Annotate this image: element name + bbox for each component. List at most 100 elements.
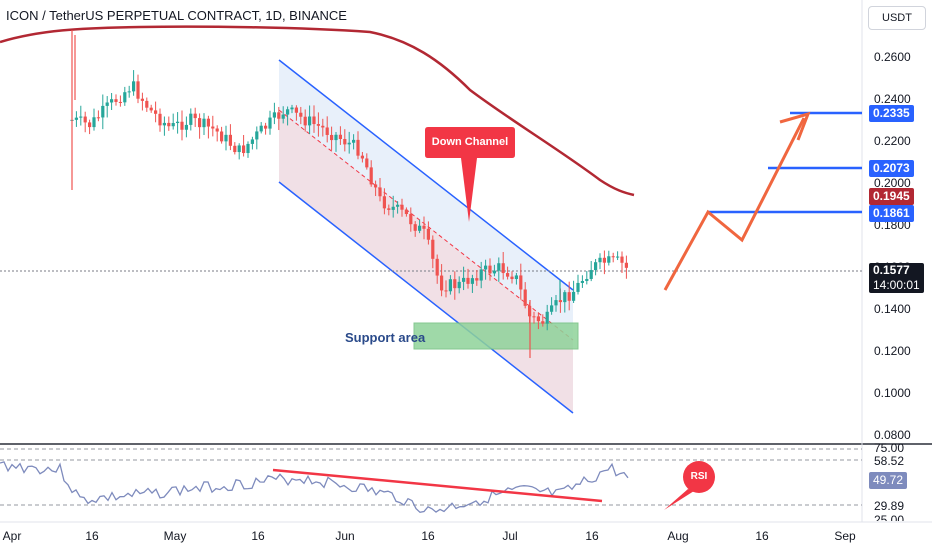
rsi-tick-25: 25.00 (874, 513, 905, 521)
moving-average-line[interactable] (0, 25, 635, 197)
rsi-current-tag: 49.72 (869, 472, 908, 489)
candle-body (501, 263, 505, 274)
candle-body (92, 117, 96, 128)
time-tick-label: 16 (251, 529, 265, 543)
price-tick-label: 0.1200 (874, 344, 911, 358)
price-tick-label: 0.2200 (874, 134, 911, 148)
candle-body (136, 81, 140, 99)
support-area-box[interactable] (413, 322, 579, 350)
candle-body (189, 113, 193, 125)
time-tick-label: Jul (502, 529, 518, 543)
candle-body (255, 131, 259, 140)
rsi-callout-tail (664, 489, 694, 510)
rsi-tick-58: 58.52 (874, 454, 905, 468)
candle-body (286, 109, 290, 115)
candle-body (413, 224, 417, 231)
candle-body (563, 292, 567, 303)
time-tick-label: 16 (85, 529, 99, 543)
candle-body (585, 278, 589, 281)
candle-body (510, 276, 514, 280)
candle-body (484, 265, 488, 270)
candle-body (448, 279, 452, 292)
candle-body (497, 263, 501, 271)
candle-body (171, 123, 175, 127)
candle-body (387, 208, 391, 210)
current-price-value: 0.1577 (873, 263, 910, 277)
ma-price-tag: 0.1945 (869, 188, 914, 205)
candle-body (114, 99, 118, 102)
candle-body (110, 99, 114, 103)
channel-lower-line[interactable] (278, 181, 574, 414)
time-tick-label: Apr (2, 529, 22, 543)
candle-body (369, 167, 373, 185)
forecast-arrow-path[interactable] (663, 117, 806, 291)
candle-body (145, 100, 149, 108)
candle-body (193, 113, 197, 119)
candle-body (211, 126, 215, 129)
candle-body (127, 91, 131, 93)
candle-body (272, 112, 276, 118)
candle-body (466, 277, 470, 284)
forecast-arrow-head (779, 111, 811, 141)
candle-body (462, 277, 466, 282)
channel-upper-line[interactable] (278, 59, 574, 291)
candle-body (532, 316, 536, 318)
candle-body (598, 257, 602, 263)
candle-body (374, 184, 378, 188)
candle-body (453, 279, 457, 289)
candle-body (118, 101, 122, 103)
candle-body (74, 117, 78, 120)
candle-body (149, 107, 153, 111)
candle-body (154, 110, 158, 114)
candle-body (572, 291, 576, 301)
rsi-callout-bubble[interactable] (683, 461, 715, 493)
candle-body (224, 134, 228, 142)
rsi-line[interactable] (0, 461, 629, 514)
chart-title: ICON / TetherUS PERPETUAL CONTRACT, 1D, … (6, 8, 347, 23)
candle-body (523, 289, 527, 306)
candle-body (624, 262, 628, 268)
candle-body (488, 265, 492, 274)
target-3-price-tag: 0.2335 (869, 105, 914, 122)
time-tick-label: May (163, 529, 187, 543)
candle-body (576, 282, 580, 292)
candle-body (167, 122, 171, 127)
candle-body (620, 256, 624, 263)
candle-body (391, 206, 395, 210)
candle-body (88, 122, 92, 128)
candle-body (541, 321, 545, 324)
candle-body (264, 125, 268, 129)
candle-body (409, 214, 413, 225)
target-1-price-tag: 0.1861 (869, 205, 914, 222)
candle-body (360, 155, 364, 159)
candle-body (580, 280, 584, 283)
down-channel-callout[interactable] (425, 127, 515, 222)
candle-body (316, 124, 320, 126)
candle-body (554, 300, 558, 306)
rsi-divergence-line[interactable] (272, 468, 603, 503)
candle-body (435, 258, 439, 276)
candle-body (303, 116, 307, 126)
candlestick-series[interactable] (70, 30, 628, 358)
candle-body (602, 257, 606, 263)
candle-body (431, 239, 435, 259)
candle-body (470, 278, 474, 284)
candle-body (352, 139, 356, 143)
candle-body (206, 118, 210, 127)
candle-body (607, 256, 611, 263)
time-tick-label: 16 (755, 529, 769, 543)
price-tick-label: 0.0800 (874, 428, 911, 442)
currency-selector[interactable]: USDT (868, 6, 926, 30)
candle-body (492, 270, 496, 274)
time-tick-label: Jun (335, 529, 355, 543)
candle-body (176, 121, 180, 124)
candle-body (616, 256, 620, 258)
price-tick-label: 0.2400 (874, 92, 911, 106)
support-area-label: Support area (345, 330, 426, 345)
candle-body (202, 118, 206, 128)
countdown-timer: 14:00:01 (873, 278, 920, 292)
candle-body (457, 281, 461, 289)
candle-body (400, 204, 404, 210)
candle-body (101, 105, 105, 118)
